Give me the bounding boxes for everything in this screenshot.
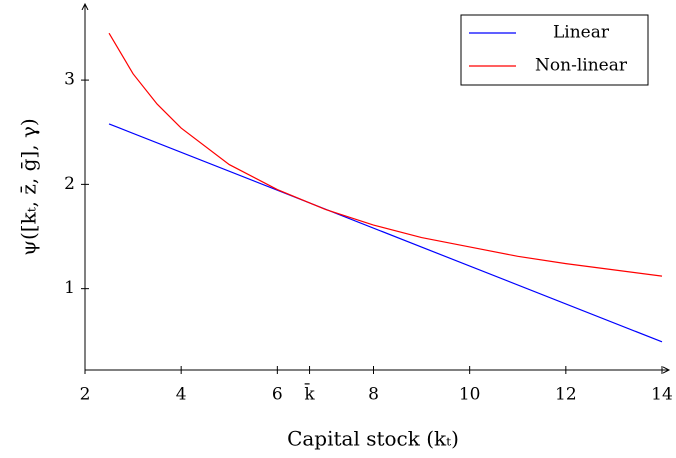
x-tick-label: 8 [368, 385, 379, 405]
legend-box [460, 14, 649, 86]
x-tick-label: 6 [272, 385, 283, 405]
x-tick-label: 4 [176, 385, 187, 405]
y-tick-label: 1 [64, 278, 75, 298]
y-tick-label: 3 [64, 70, 75, 90]
y-tick-label: 2 [64, 174, 75, 194]
y-axis-label: ψ([kₜ, z̄, ḡ], γ) [17, 118, 41, 255]
x-tick-label: k̄ [304, 382, 315, 405]
x-axis-label: Capital stock (kₜ) [287, 427, 459, 451]
x-tick-label: 2 [80, 385, 91, 405]
data-line [108, 123, 663, 343]
legend-label: Non-linear [535, 56, 628, 76]
legend-label: Linear [553, 23, 610, 43]
x-tick-label: 10 [459, 385, 481, 405]
x-tick-label: 12 [555, 385, 577, 405]
data-line [108, 32, 663, 277]
x-tick-label: 14 [651, 385, 673, 405]
